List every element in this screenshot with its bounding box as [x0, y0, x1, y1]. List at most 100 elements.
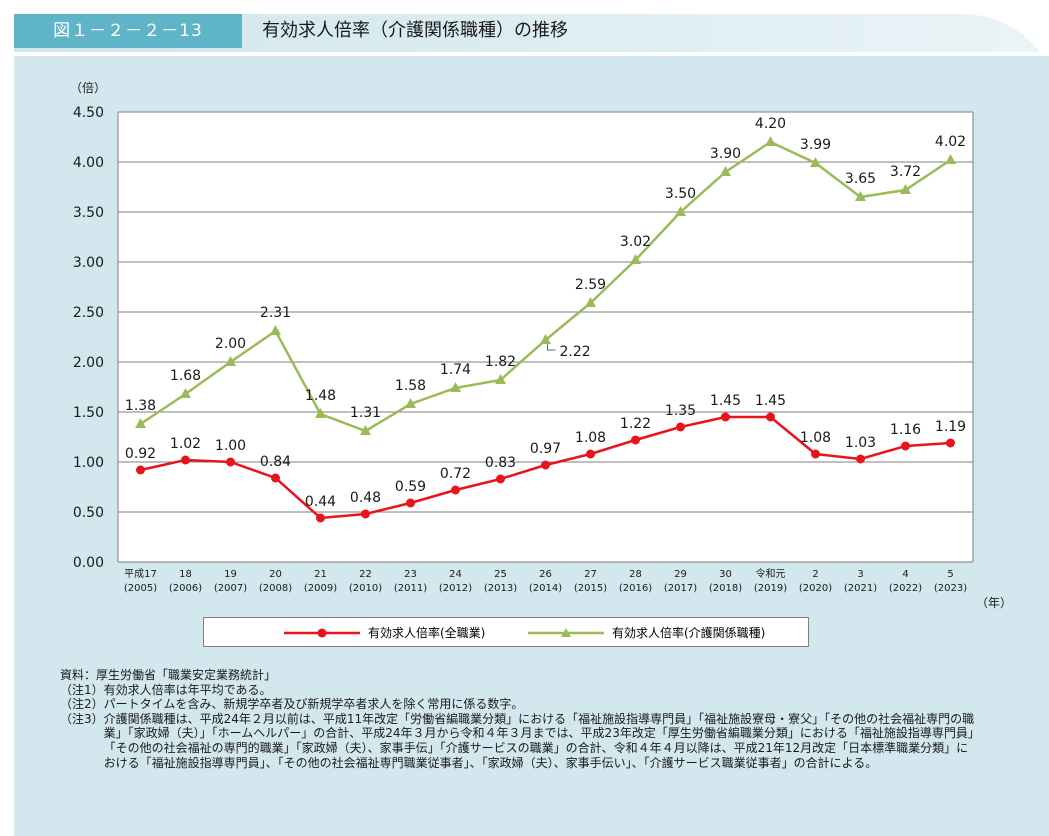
x-tick-era: 30	[719, 569, 732, 580]
note-head: （注2）	[60, 697, 104, 712]
x-tick-era: 平成17	[124, 568, 157, 580]
x-tick-year: (2005)	[124, 583, 157, 594]
x-tick-year: (2008)	[259, 583, 292, 594]
note-head: （注1）	[60, 682, 104, 697]
chart-legend: 有効求人倍率(全職業) 有効求人倍率(介護関係職種)	[203, 617, 809, 647]
data-label-care-jobs: 4.02	[935, 134, 966, 150]
x-tick-era: 18	[179, 569, 192, 580]
data-label-care-jobs: 1.38	[125, 398, 156, 414]
data-point-care-jobs	[495, 374, 506, 384]
data-point-care-jobs	[585, 297, 596, 307]
x-tick-era: 20	[269, 569, 282, 580]
x-tick-year: (2015)	[574, 583, 607, 594]
figure-title: 有効求人倍率（介護関係職種）の推移	[262, 20, 568, 41]
data-point-all-jobs	[721, 412, 730, 422]
figure-notes: 資料：厚生労働省「職業安定業務統計」 （注1）有効求人倍率は年平均である。 （注…	[60, 668, 980, 770]
data-label-all-jobs: 0.83	[485, 455, 516, 471]
x-tick-year: (2016)	[619, 583, 652, 594]
data-point-care-jobs	[180, 388, 191, 398]
x-tick-era: 27	[584, 569, 597, 580]
data-point-all-jobs	[496, 474, 505, 484]
data-label-all-jobs: 1.08	[800, 430, 831, 446]
header-banner	[14, 14, 1040, 52]
data-label-care-jobs: 1.74	[440, 362, 471, 378]
x-tick-year: (2010)	[349, 583, 382, 594]
data-point-all-jobs	[856, 454, 865, 464]
x-tick-era: 5	[947, 569, 953, 580]
x-tick-era: 21	[314, 569, 327, 580]
data-label-care-jobs: 3.99	[800, 137, 831, 153]
y-tick-label: 1.00	[73, 455, 104, 471]
data-point-care-jobs	[855, 191, 866, 201]
x-tick-era: 23	[404, 569, 417, 580]
data-point-all-jobs	[946, 438, 955, 448]
x-tick-era: 4	[902, 569, 908, 580]
data-point-all-jobs	[676, 422, 685, 432]
note-head: （注3）	[60, 711, 104, 726]
legend-green-triangle-icon	[528, 628, 604, 637]
y-tick-label: 0.50	[73, 505, 104, 521]
data-label-all-jobs: 0.84	[260, 454, 291, 470]
x-tick-year: (2022)	[889, 583, 922, 594]
y-tick-label: 3.50	[73, 205, 104, 221]
data-label-all-jobs: 1.08	[575, 430, 606, 446]
data-label-all-jobs: 1.22	[620, 416, 651, 432]
data-label-all-jobs: 1.03	[845, 435, 876, 451]
x-axis-unit-label: （年）	[976, 596, 1012, 610]
data-label-care-jobs: 2.00	[215, 336, 246, 352]
data-point-care-jobs	[360, 425, 371, 435]
x-tick-year: (2019)	[754, 583, 787, 594]
data-point-all-jobs	[631, 435, 640, 445]
data-label-care-jobs: 1.48	[305, 388, 336, 404]
note-body: 介護関係職種は、平成24年２月以前は、平成11年改定「労働省編職業分類」における…	[103, 711, 980, 770]
data-point-all-jobs	[226, 457, 235, 467]
note-head: 資料：	[60, 668, 97, 682]
y-tick-label: 4.00	[73, 155, 104, 171]
y-axis-unit-label: （倍）	[70, 80, 106, 95]
x-tick-era: 22	[359, 569, 372, 580]
data-point-care-jobs	[135, 418, 146, 428]
note-body: 有効求人倍率は年平均である。	[103, 682, 272, 697]
x-tick-year: (2007)	[214, 583, 247, 594]
figure-number: 図１－２－２－13	[14, 14, 242, 48]
data-label-care-jobs: 1.58	[395, 378, 426, 394]
data-label-care-jobs: 3.72	[890, 164, 921, 180]
data-label-care-jobs: 1.31	[350, 405, 381, 421]
data-label-all-jobs: 0.72	[440, 466, 471, 482]
line-chart: 0.00 0.50 1.00 1.50 2.00 2.50 3.00 3.50 4.00 4.50…	[70, 80, 1012, 610]
data-label-all-jobs: 1.45	[755, 393, 786, 409]
data-label-all-jobs: 1.45	[710, 393, 741, 409]
data-point-care-jobs	[810, 157, 821, 167]
data-point-care-jobs	[675, 206, 686, 216]
data-label-care-jobs: 3.50	[665, 186, 696, 202]
x-tick-era: 3	[857, 569, 863, 580]
label-leader-line	[547, 344, 556, 351]
data-point-care-jobs	[720, 166, 731, 176]
data-label-all-jobs: 0.48	[350, 490, 381, 506]
y-tick-label: 2.50	[73, 305, 104, 321]
x-tick-year: (2013)	[484, 583, 517, 594]
x-tick-era: 19	[224, 569, 237, 580]
data-point-care-jobs	[315, 408, 326, 418]
x-tick-year: (2006)	[169, 583, 202, 594]
y-tick-label: 3.00	[73, 255, 104, 271]
note-1: （注1）有効求人倍率は年平均である。	[60, 683, 980, 698]
x-tick-year: (2011)	[394, 583, 427, 594]
x-tick-year: (2018)	[709, 583, 742, 594]
note-3: （注3） 介護関係職種は、平成24年２月以前は、平成11年改定「労働省編職業分類…	[60, 712, 980, 770]
data-point-all-jobs	[316, 513, 325, 523]
data-label-care-jobs: 2.22	[560, 344, 591, 360]
data-label-care-jobs: 3.90	[710, 146, 741, 162]
data-label-all-jobs: 0.59	[395, 479, 426, 495]
x-tick-era: 24	[449, 569, 462, 580]
note-body: 厚生労働省「職業安定業務統計」	[96, 668, 277, 682]
y-tick-label: 0.00	[73, 555, 104, 571]
data-point-all-jobs	[136, 465, 145, 475]
x-tick-year: (2020)	[799, 583, 832, 594]
y-tick-label: 1.50	[73, 405, 104, 421]
data-label-care-jobs: 1.68	[170, 368, 201, 384]
data-label-all-jobs: 1.35	[665, 403, 696, 419]
x-tick-year: (2023)	[934, 583, 967, 594]
y-tick-label: 4.50	[73, 105, 104, 121]
x-tick-year: (2014)	[529, 583, 562, 594]
